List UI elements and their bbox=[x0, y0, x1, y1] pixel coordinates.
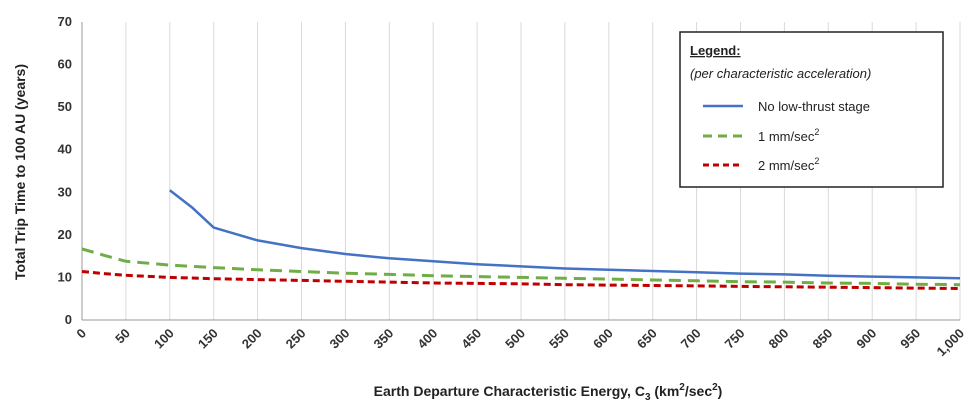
x-tick-label: 550 bbox=[546, 326, 572, 352]
y-tick-label: 20 bbox=[58, 227, 72, 242]
x-tick-label: 950 bbox=[897, 326, 923, 352]
x-axis-title-unit-open: (km bbox=[651, 383, 680, 399]
x-tick-label: 50 bbox=[112, 326, 133, 347]
x-axis-title-main: Earth Departure Characteristic Energy, C bbox=[374, 383, 645, 399]
x-tick-label: 650 bbox=[634, 326, 660, 352]
x-tick-label: 800 bbox=[766, 326, 792, 352]
x-tick-label: 900 bbox=[853, 326, 879, 352]
y-tick-labels: 0 10 20 30 40 50 60 70 bbox=[58, 14, 72, 327]
legend-box bbox=[679, 31, 944, 188]
y-tick-label: 40 bbox=[58, 142, 72, 157]
legend: Legend: (per characteristic acceleration… bbox=[679, 31, 944, 188]
series-lines bbox=[81, 189, 961, 290]
x-tick-label: 300 bbox=[327, 326, 353, 352]
legend-title: Legend: bbox=[690, 43, 741, 58]
x-axis-title-unit-mid: /sec bbox=[685, 383, 712, 399]
x-tick-label: 850 bbox=[809, 326, 835, 352]
x-tick-label: 0 bbox=[73, 326, 89, 342]
x-tick-label: 150 bbox=[195, 326, 221, 352]
x-tick-label: 250 bbox=[283, 326, 309, 352]
x-axis-title-unit-sup: 2 bbox=[679, 382, 685, 393]
y-tick-label: 0 bbox=[65, 312, 72, 327]
x-axis-title-subscript: 3 bbox=[645, 392, 651, 403]
x-tick-label: 600 bbox=[590, 326, 616, 352]
y-tick-label: 70 bbox=[58, 14, 72, 29]
x-tick-label: 500 bbox=[502, 326, 528, 352]
x-tick-label: 350 bbox=[370, 326, 396, 352]
x-tick-label: 200 bbox=[239, 326, 265, 352]
legend-label-2mm: 2 mm/sec2 bbox=[758, 156, 819, 173]
y-tick-label: 30 bbox=[58, 184, 72, 199]
x-tick-label: 750 bbox=[722, 326, 748, 352]
y-axis-title: Total Trip Time to 100 AU (years) bbox=[12, 64, 28, 280]
y-tick-label: 50 bbox=[58, 99, 72, 114]
x-axis-title-unit-sup2: 2 bbox=[712, 382, 718, 393]
x-axis-title-unit-close: ) bbox=[718, 383, 723, 399]
legend-label-1mm: 1 mm/sec2 bbox=[758, 127, 819, 144]
x-tick-label: 1,000 bbox=[934, 326, 966, 360]
y-tick-label: 10 bbox=[58, 269, 72, 284]
legend-subtitle: (per characteristic acceleration) bbox=[690, 66, 871, 81]
series-line-1 bbox=[81, 247, 961, 287]
x-tick-labels: 0 50 100 150 200 250 300 350 400 450 500 550 600 650 7… bbox=[73, 326, 966, 360]
x-tick-label: 450 bbox=[458, 326, 484, 352]
x-tick-label: 400 bbox=[414, 326, 440, 352]
y-tick-label: 60 bbox=[58, 57, 72, 72]
x-axis-title: Earth Departure Characteristic Energy, C… bbox=[374, 382, 723, 403]
axes bbox=[81, 22, 960, 321]
legend-label-no-low-thrust: No low-thrust stage bbox=[758, 99, 870, 114]
x-tick-label: 700 bbox=[678, 326, 704, 352]
x-tick-label: 100 bbox=[151, 326, 177, 352]
series-line-0 bbox=[169, 189, 961, 280]
